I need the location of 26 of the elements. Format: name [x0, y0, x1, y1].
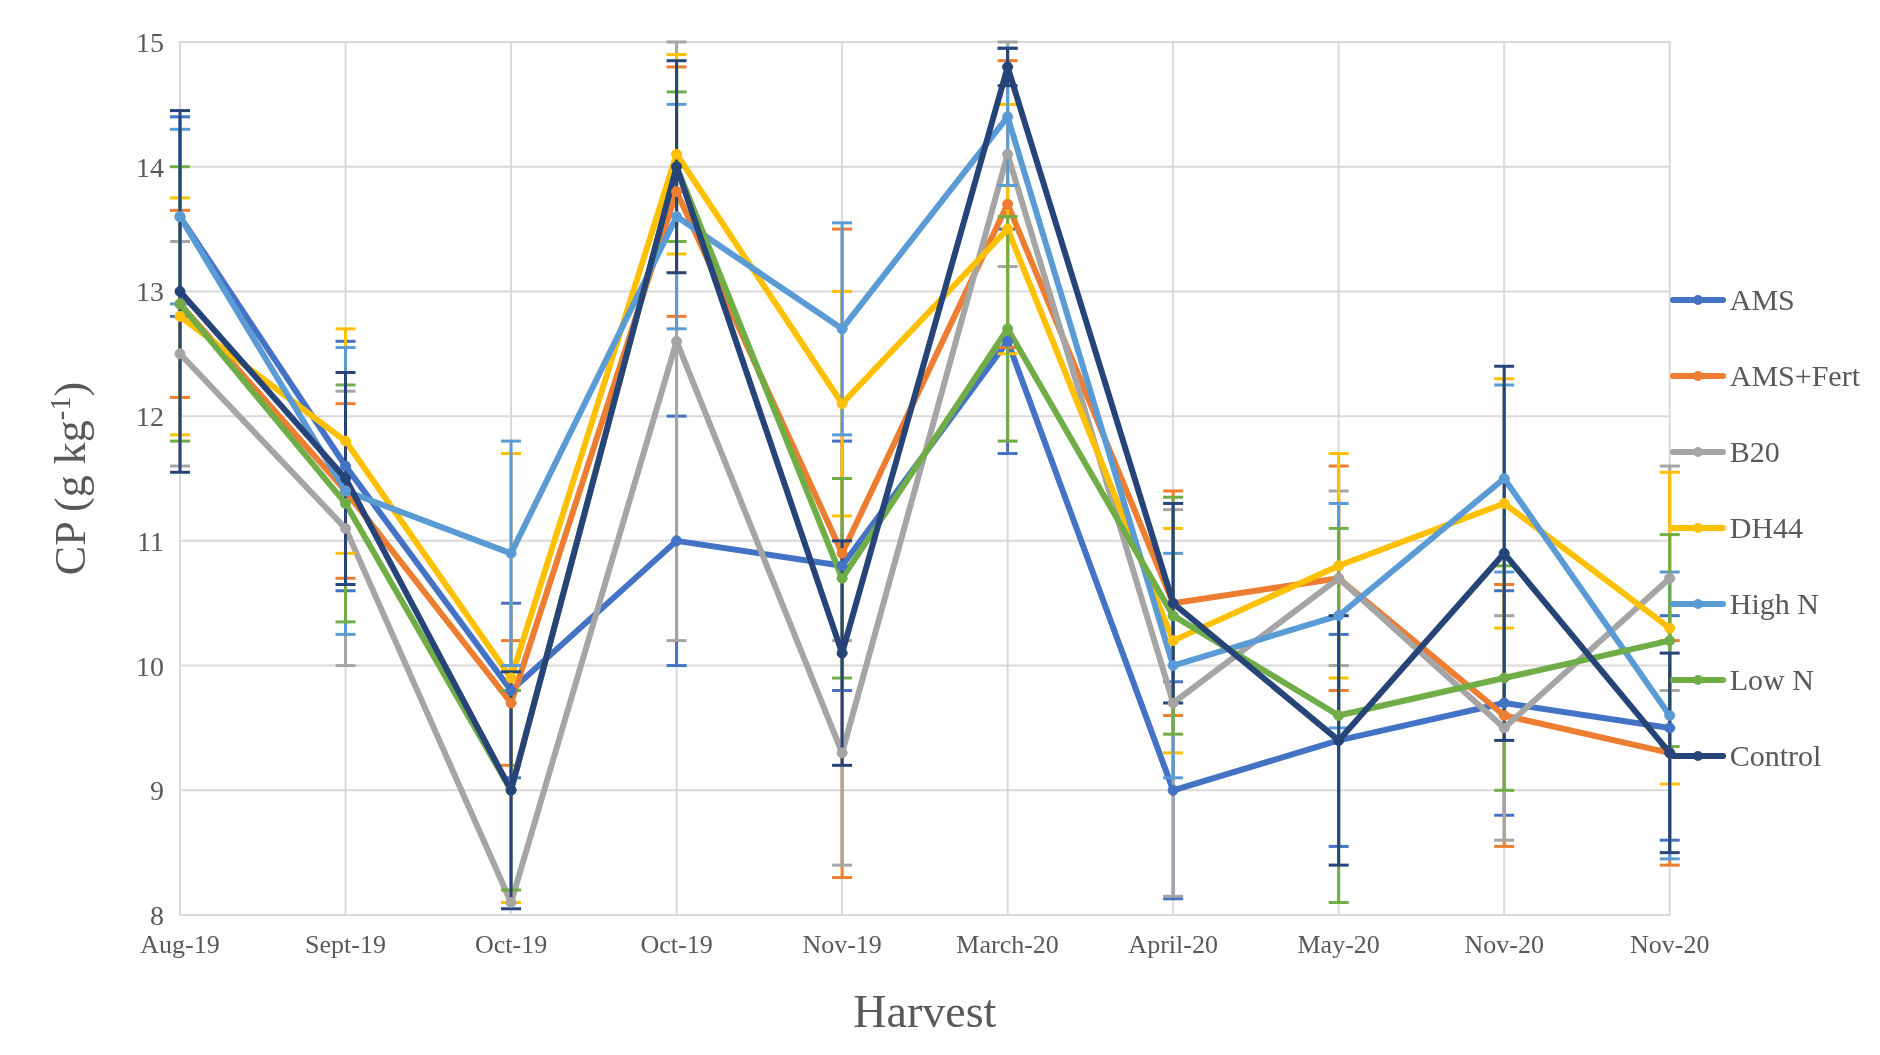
- legend-label: AMS+Fert: [1729, 357, 1860, 394]
- y-tick-label: 14: [136, 151, 164, 183]
- x-tick-label: March-20: [956, 930, 1059, 960]
- x-tick-label: May-20: [1297, 930, 1380, 960]
- legend-label: Low N: [1729, 661, 1814, 698]
- x-tick-label: April-20: [1128, 930, 1218, 960]
- y-tick-label: 11: [137, 525, 164, 557]
- y-tick-label: 12: [136, 401, 164, 433]
- legend-label: AMS: [1729, 281, 1795, 318]
- legend-label: Control: [1729, 737, 1822, 774]
- y-tick-label: 15: [136, 26, 164, 58]
- x-tick-label: Oct-19: [640, 930, 713, 960]
- legend-label: B20: [1729, 433, 1780, 470]
- y-tick-label: 9: [150, 775, 164, 807]
- x-tick-label: Aug-19: [140, 930, 220, 960]
- y-tick-label: 10: [136, 650, 164, 682]
- legend-label: DH44: [1729, 509, 1804, 546]
- x-axis-title: Harvest: [853, 986, 997, 1037]
- legend-label: High N: [1729, 585, 1819, 622]
- x-tick-label: Nov-20: [1464, 930, 1544, 960]
- x-tick-label: Nov-19: [802, 930, 882, 960]
- x-tick-label: Sept-19: [305, 930, 386, 960]
- x-tick-label: Nov-20: [1630, 930, 1710, 960]
- y-tick-label: 13: [136, 276, 164, 308]
- x-tick-label: Oct-19: [474, 930, 548, 960]
- y-tick-label: 8: [150, 899, 164, 931]
